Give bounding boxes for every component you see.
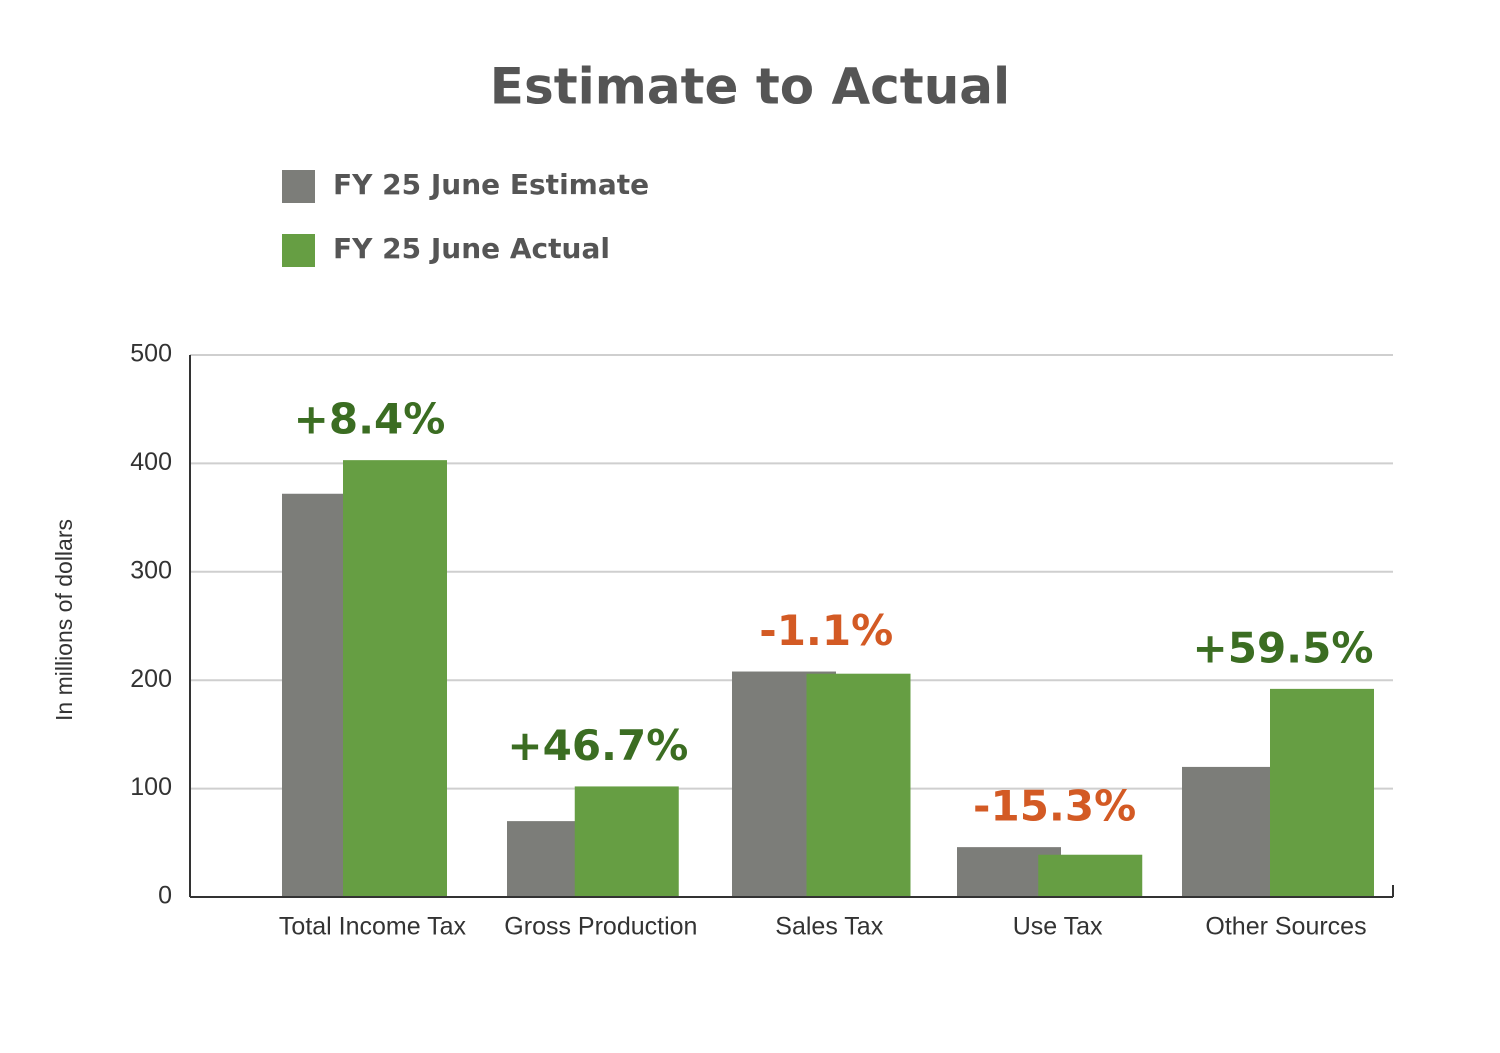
chart-title: Estimate to Actual: [490, 58, 1010, 116]
bar: [343, 460, 447, 897]
legend-swatch: [282, 234, 315, 267]
y-tick-label: 0: [158, 882, 172, 910]
x-tick-label: Sales Tax: [775, 913, 883, 941]
y-tick-label: 500: [130, 340, 172, 368]
x-tick-label: Gross Production: [504, 913, 697, 941]
y-tick-label: 300: [130, 556, 172, 584]
y-axis-label: In millions of dollars: [51, 519, 77, 721]
legend-label: FY 25 June Estimate: [333, 168, 649, 201]
bar: [806, 673, 911, 897]
change-label: +8.4%: [294, 395, 446, 444]
x-tick-label: Use Tax: [1013, 913, 1103, 941]
bar: [574, 786, 679, 897]
bar: [1182, 766, 1286, 897]
change-label: -15.3%: [973, 782, 1136, 831]
bar: [1038, 854, 1143, 897]
change-label: +59.5%: [1193, 623, 1374, 672]
change-label: -1.1%: [759, 606, 893, 655]
legend-label: FY 25 June Actual: [333, 232, 610, 265]
y-tick-label: 200: [130, 665, 172, 693]
bar: [1270, 688, 1374, 897]
change-label: +46.7%: [507, 721, 688, 770]
x-tick-label: Total Income Tax: [279, 913, 467, 941]
x-tick-label: Other Sources: [1205, 913, 1366, 941]
y-tick-label: 100: [130, 773, 172, 801]
y-tick-label: 400: [130, 448, 172, 476]
legend-swatch: [282, 170, 315, 203]
